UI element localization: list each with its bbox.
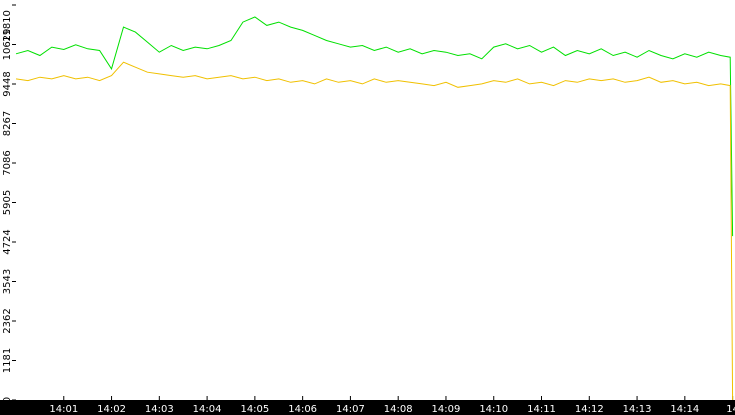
y-tick-label: 4724: [2, 229, 13, 254]
series-line: [15, 16, 734, 237]
x-tick-label: 14:01: [49, 404, 78, 415]
y-tick-label: 2362: [2, 308, 13, 333]
x-axis-strip: [0, 400, 735, 415]
x-tick-label: 14:04: [193, 404, 222, 415]
series-line: [15, 61, 734, 401]
y-tick-label: 1181: [2, 348, 13, 373]
x-tick-label: 14:11: [527, 404, 556, 415]
y-tick-label: 8267: [2, 111, 13, 136]
y-tick-label: 5905: [2, 190, 13, 215]
x-tick-label: 14:03: [145, 404, 174, 415]
x-tick-label: 14:13: [623, 404, 652, 415]
x-tick-label: 14:14: [670, 404, 699, 415]
x-tick-label: 14:09: [432, 404, 461, 415]
x-tick-label: 14:02: [97, 404, 126, 415]
y-tick-label: 11810: [2, 10, 13, 42]
y-tick-label: 3543: [2, 269, 13, 294]
y-tick-label: 10629: [2, 29, 13, 61]
x-tick-label: 14:08: [384, 404, 413, 415]
y-tick-label: 7086: [2, 150, 13, 175]
y-tick-label: 9448: [2, 71, 13, 96]
x-tick-label: 14:07: [336, 404, 365, 415]
x-tick-label: 14:12: [575, 404, 604, 415]
x-tick-label: 14:06: [288, 404, 317, 415]
y-tick-label: 0: [2, 397, 13, 403]
x-tick-label: 14:10: [479, 404, 508, 415]
x-tick-label: 14: [726, 404, 735, 415]
x-tick-label: 14:05: [240, 404, 269, 415]
